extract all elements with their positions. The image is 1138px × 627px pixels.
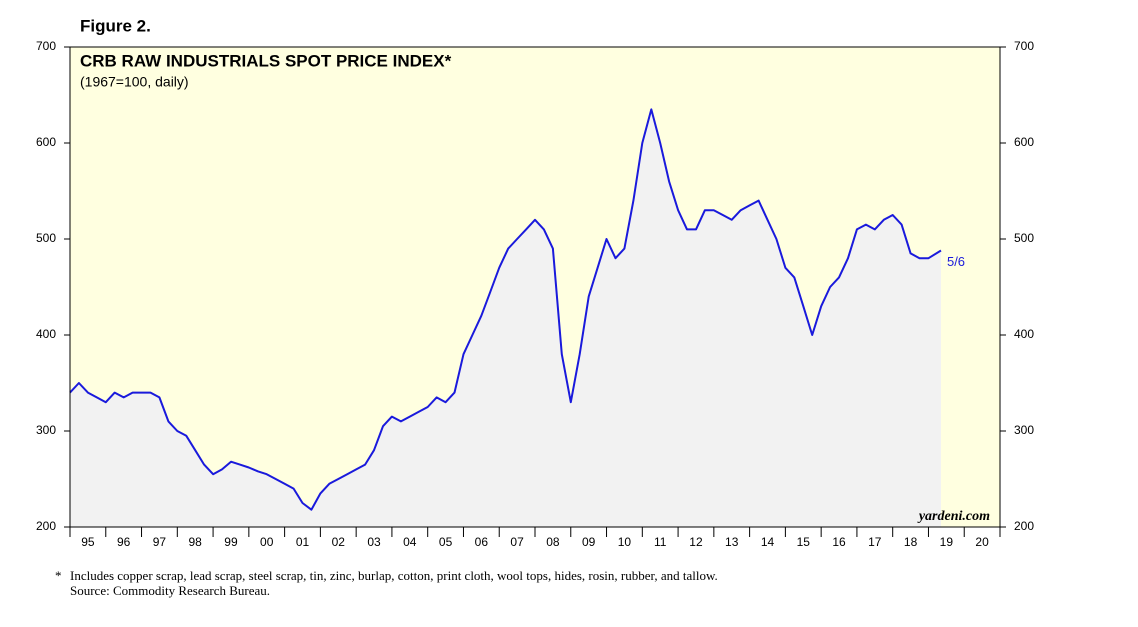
x-tick-label: 13 [725,535,739,549]
y2-tick-label: 400 [1014,327,1034,341]
x-tick-label: 19 [940,535,954,549]
y-tick-label: 600 [36,135,56,149]
x-tick-label: 12 [689,535,703,549]
x-tick-label: 08 [546,535,560,549]
chart-title: CRB RAW INDUSTRIALS SPOT PRICE INDEX* [80,51,452,70]
figure-label: Figure 2. [80,16,151,35]
source: Source: Commodity Research Bureau. [70,583,270,598]
x-tick-label: 02 [332,535,346,549]
x-tick-label: 20 [975,535,989,549]
x-tick-label: 97 [153,535,167,549]
y2-tick-label: 700 [1014,39,1034,53]
y-tick-label: 200 [36,519,56,533]
x-tick-label: 16 [832,535,846,549]
x-tick-label: 10 [618,535,632,549]
x-tick-label: 05 [439,535,453,549]
chart-subtitle: (1967=100, daily) [80,74,189,90]
area-fill [70,109,941,528]
x-tick-label: 04 [403,535,417,549]
x-tick-label: 03 [367,535,381,549]
x-tick-label: 99 [224,535,238,549]
watermark: yardeni.com [917,509,990,524]
y-tick-label: 400 [36,327,56,341]
y-tick-label: 500 [36,231,56,245]
line [69,108,942,511]
x-tick-label: 95 [81,535,95,549]
footnote-marker: * [55,568,62,583]
y-tick-label: 700 [36,39,56,53]
annotation: 5/6 [947,254,965,269]
y2-tick-label: 300 [1014,423,1034,437]
y2-tick-label: 200 [1014,519,1034,533]
x-tick-label: 09 [582,535,596,549]
x-tick-label: 06 [475,535,489,549]
x-tick-label: 14 [761,535,775,549]
x-tick-label: 15 [797,535,811,549]
x-tick-label: 98 [189,535,203,549]
x-tick-label: 17 [868,535,882,549]
x-tick-label: 00 [260,535,274,549]
x-tick-label: 96 [117,535,131,549]
y2-tick-label: 500 [1014,231,1034,245]
x-tick-label: 07 [510,535,524,549]
y-tick-label: 300 [36,423,56,437]
x-tick-label: 01 [296,535,310,549]
y2-tick-label: 600 [1014,135,1034,149]
footnote: Includes copper scrap, lead scrap, steel… [70,568,718,583]
x-tick-label: 11 [654,535,667,549]
x-tick-label: 18 [904,535,918,549]
